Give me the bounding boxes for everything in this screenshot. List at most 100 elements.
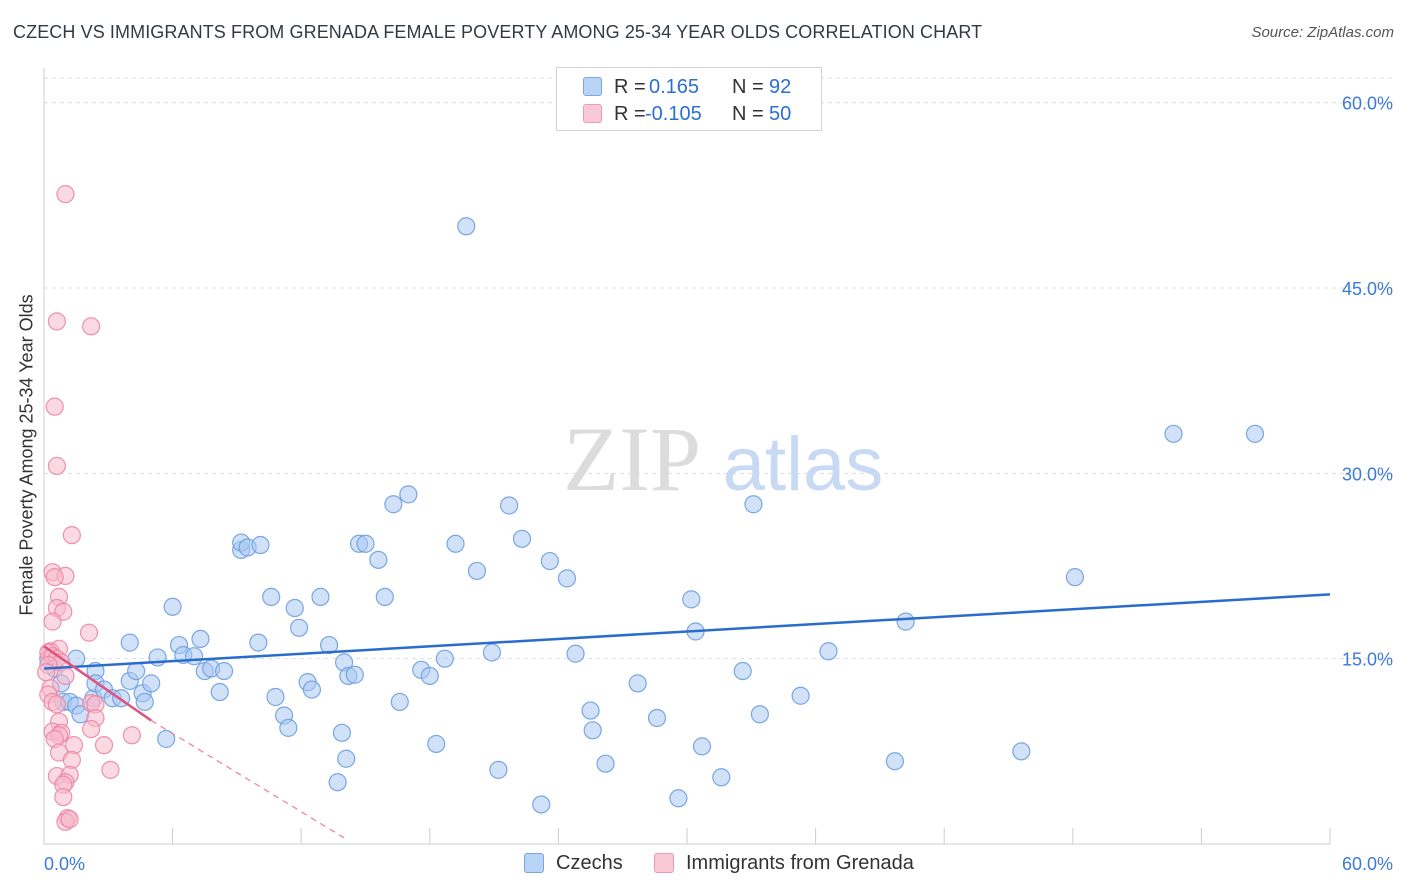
czechs-point (210, 682, 229, 702)
czechs-point (427, 734, 446, 754)
bottom-legend-swatch-grenada (654, 853, 674, 873)
bottom-legend-swatch-czechs (524, 853, 544, 873)
czechs-point (163, 597, 182, 616)
czechs-point (369, 550, 388, 569)
czechs-point (332, 723, 352, 742)
czechs-point (581, 701, 600, 720)
czechs-point (885, 752, 905, 771)
czechs-point (289, 618, 309, 637)
bottom-legend-label-czechs: Czechs (556, 852, 623, 874)
czechs-point (356, 534, 375, 553)
grenada-trend-extension (150, 719, 345, 839)
czechs-point (384, 495, 403, 514)
y-tick-label: 15.0% (1342, 650, 1393, 670)
bottom-legend-grenada: Immigrants from Grenada (654, 850, 924, 878)
legend-row-grenada: R = -0.105 N = 50 (557, 101, 819, 127)
watermark-zip: ZIP (563, 408, 701, 510)
czechs-point (191, 629, 210, 649)
grenada-point (82, 719, 101, 739)
grenada-point (37, 663, 56, 682)
grenada-point (56, 185, 75, 204)
trend-lines (43, 593, 1331, 839)
x-tick-label-min: 0.0% (44, 854, 85, 874)
gridlines (44, 77, 1392, 660)
correlation-legend: R = 0.165 N = 92 R = -0.105 N = 50 (556, 67, 822, 131)
points (37, 185, 1265, 831)
legend-r-value-czechs: 0.165 (649, 76, 700, 98)
grenada-point (47, 456, 66, 476)
czechs-point (311, 587, 330, 607)
czechs-point (628, 674, 647, 693)
czechs-point (744, 495, 763, 514)
czechs-point (733, 661, 752, 681)
czechs-point (120, 633, 139, 652)
czechs-point (135, 692, 154, 712)
czechs-point (142, 674, 161, 693)
legend-swatch-grenada (583, 104, 602, 123)
czechs-point (251, 535, 270, 555)
grenada-point (64, 736, 84, 755)
czechs-point (435, 649, 454, 668)
axes (43, 68, 1331, 845)
legend-n-value-grenada: 50 (769, 103, 792, 125)
bottom-legend-czechs: Czechs (524, 850, 634, 878)
legend-row-czechs: R = 0.165 N = 92 (557, 74, 819, 100)
czechs-point (583, 721, 602, 740)
chart-title: CZECH VS IMMIGRANTS FROM GRENADA FEMALE … (13, 22, 983, 42)
y-tick-label: 30.0% (1342, 464, 1393, 484)
grenada-point (56, 666, 75, 686)
czechs-point (682, 590, 701, 609)
czechs-point (532, 795, 551, 814)
czechs-point (337, 749, 356, 768)
czechs-point (399, 485, 418, 504)
watermark: ZIP atlas (563, 408, 883, 510)
czechs-point (390, 692, 409, 712)
czechs-point (285, 598, 304, 618)
czechs-point (566, 644, 585, 663)
grenada-point (62, 750, 81, 770)
czechs-point (896, 612, 915, 631)
grenada-point (60, 810, 79, 829)
legend-n-label: N = (732, 103, 764, 125)
czechs-point (500, 496, 519, 515)
grenada-point (101, 760, 120, 779)
czechs-point (446, 534, 465, 553)
czechs-point (819, 642, 838, 661)
czechs-point (540, 551, 559, 571)
legend-n-label: N = (732, 76, 764, 98)
grenada-point (82, 317, 101, 336)
czechs-point (249, 633, 268, 652)
grenada-point (54, 787, 73, 807)
grenada-point (122, 726, 141, 745)
czechs-point (512, 529, 532, 548)
czechs-point (596, 754, 615, 773)
czechs-point (482, 643, 502, 662)
czechs-point (184, 647, 204, 666)
czechs-point (467, 561, 487, 581)
czechs-point (457, 217, 476, 236)
watermark-atlas: atlas (723, 422, 884, 507)
czechs-point (557, 569, 577, 588)
czechs-point (1164, 424, 1183, 443)
czechs-point (262, 587, 281, 607)
y-axis-label: Female Poverty Among 25-34 Year Olds (16, 294, 37, 616)
czechs-point (279, 718, 298, 737)
czechs-trend-line (43, 593, 1331, 670)
czechs-point (712, 768, 731, 787)
grenada-point (45, 568, 64, 587)
czechs-point (692, 737, 712, 756)
x-tick-label-max: 60.0% (1342, 854, 1393, 874)
legend-r-value-grenada: -0.105 (645, 103, 702, 125)
czechs-point (489, 760, 508, 779)
grenada-point (62, 526, 81, 545)
czechs-point (302, 680, 322, 699)
grenada-point (79, 623, 99, 642)
czechs-point (420, 666, 439, 686)
bottom-legend-label-grenada: Immigrants from Grenada (686, 852, 914, 874)
czechs-point (669, 789, 688, 808)
czechs-point (319, 635, 339, 655)
y-tick-label: 45.0% (1342, 279, 1393, 299)
tick-labels: 15.0% 30.0% 45.0% 60.0% 0.0% 60.0% (44, 94, 1393, 874)
grenada-trend-line (43, 645, 152, 722)
